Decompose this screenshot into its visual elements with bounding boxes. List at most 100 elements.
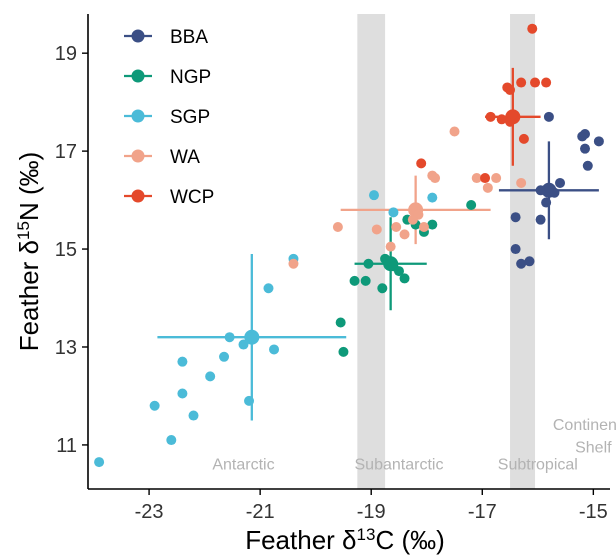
y-axis-title: Feather δ15N (‰) [14,152,45,352]
shaded-band-0 [357,14,386,489]
legend-label: BBA [170,27,208,48]
point-bba-9 [541,197,552,208]
point-wa-3 [385,241,396,252]
point-wa-9 [418,222,429,233]
region-label-4: Shelf [575,439,612,456]
point-bba-13 [516,258,527,269]
point-wcp-11 [530,77,541,88]
point-sgp-0 [94,457,105,468]
point-sgp-17 [427,192,438,203]
point-wcp-5 [505,84,516,95]
point-sgp-4 [177,388,188,399]
point-bba-15 [535,185,546,196]
point-ngp-1 [338,346,349,357]
point-bba-4 [593,136,604,147]
point-wcp-10 [527,23,538,34]
point-bba-3 [580,143,591,154]
point-wa-14 [482,182,493,193]
shaded-bands [357,14,536,489]
x-tick-label: -17 [468,501,497,523]
point-wa-8 [413,209,424,220]
point-ngp-9 [393,266,404,277]
point-ngp-14 [427,219,438,230]
point-wcp-12 [541,77,552,88]
point-wcp-8 [516,77,527,88]
point-wa-11 [430,173,441,184]
point-bba-0 [543,111,554,122]
point-sgp-7 [219,351,230,362]
point-wa-1 [332,222,343,233]
point-sgp-15 [368,190,379,201]
legend-marker [131,69,145,83]
y-tick-label: 15 [55,239,77,261]
legend-label: WCP [170,187,214,208]
point-wcp-1 [480,173,491,184]
data-points [94,23,604,468]
point-wa-2 [371,224,382,235]
x-axis-title: Feather δ13C (‰) [245,525,445,556]
x-tick-label: -23 [135,501,164,523]
legend-item-ngp: NGP [124,67,211,88]
point-bba-11 [510,212,521,223]
point-ngp-15 [466,199,477,210]
legend-marker [131,29,145,43]
point-wcp-0 [416,158,427,169]
point-wa-15 [491,173,502,184]
point-wa-16 [516,177,527,188]
point-bba-14 [524,256,535,267]
point-sgp-13 [269,344,280,355]
y-tick-label: 19 [55,43,77,65]
point-sgp-5 [188,410,199,421]
point-wcp-7 [507,109,518,120]
region-label-1: Subantarctic [355,456,444,473]
legend-item-wa: WA [124,147,200,168]
legend-item-wcp: WCP [124,187,214,208]
point-bba-16 [543,182,554,193]
point-wcp-9 [518,133,529,144]
y-tick-label: 13 [55,337,77,359]
point-sgp-3 [177,356,188,367]
point-ngp-4 [363,258,374,269]
legend-marker [131,189,145,203]
point-bba-10 [535,214,546,225]
legend-label: WA [170,147,200,168]
point-sgp-11 [246,332,257,343]
point-bba-7 [555,177,566,188]
legend: BBA NGP SGP WA WCP [124,27,214,208]
legend-label: NGP [170,67,211,88]
point-sgp-10 [244,395,255,406]
point-wa-12 [449,126,460,137]
point-bba-2 [580,128,591,139]
point-sgp-2 [166,435,177,446]
point-ngp-5 [377,283,388,294]
point-wcp-2 [485,111,496,122]
point-wa-0 [288,258,299,269]
region-label-2: Subtropical [498,456,578,473]
point-sgp-16 [388,207,399,218]
point-sgp-9 [238,339,249,350]
point-sgp-12 [263,283,274,294]
point-ngp-3 [360,275,371,286]
legend-label: SGP [170,107,210,128]
axes: -23 -21 -19 -17 -15 11 13 15 17 19 [55,14,610,523]
point-ngp-0 [335,317,346,328]
point-sgp-6 [205,371,216,382]
point-wa-5 [399,229,410,240]
point-wa-13 [471,173,482,184]
region-label-3: Continental [553,417,616,434]
point-wcp-3 [496,114,507,125]
legend-marker [131,109,145,123]
y-tick-label: 17 [55,141,77,163]
point-bba-12 [510,244,521,255]
point-ngp-2 [349,275,360,286]
legend-item-bba: BBA [124,27,208,48]
region-label-0: Antarctic [212,456,274,473]
point-sgp-8 [224,332,235,343]
region-labels: Antarctic Subantarctic Subtropical Continen… [212,417,616,473]
legend-item-sgp: SGP [124,107,210,128]
point-wa-4 [391,222,402,233]
point-ngp-10 [399,273,410,284]
point-bba-5 [582,160,593,171]
x-tick-label: -19 [357,501,386,523]
